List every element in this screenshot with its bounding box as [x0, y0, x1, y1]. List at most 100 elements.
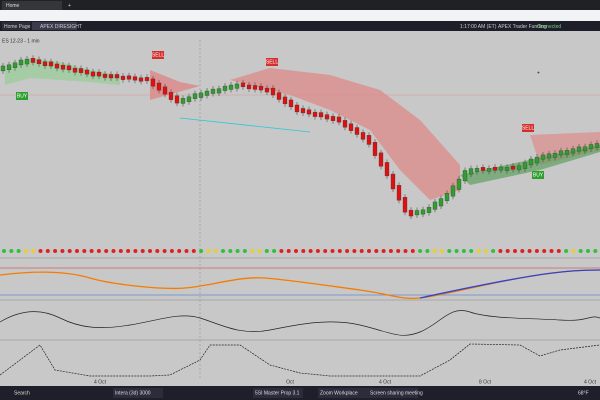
candle — [150, 78, 156, 87]
candle — [588, 144, 594, 149]
signal-dot — [16, 249, 21, 253]
signal-dot — [359, 249, 364, 253]
signal-dot — [593, 249, 598, 253]
app-toolbar — [0, 21, 600, 31]
candle — [120, 75, 126, 80]
candle — [264, 87, 270, 93]
time-axis: 4 Oct Oct 4 Oct 8 Oct 4 Oct — [94, 379, 597, 385]
signal-dot — [520, 249, 525, 253]
signal-dot — [257, 249, 262, 253]
signal-dot — [337, 249, 342, 253]
candle — [510, 165, 516, 170]
candle — [24, 58, 30, 65]
candle — [216, 88, 222, 94]
signal-dot — [308, 249, 313, 253]
toolbar-tab[interactable] — [2, 22, 30, 30]
candle — [384, 162, 390, 177]
signal-dot — [330, 249, 335, 253]
candle — [456, 178, 462, 190]
signal-dot — [206, 249, 211, 253]
candle — [192, 93, 198, 99]
candle — [336, 116, 342, 123]
address-bar[interactable] — [0, 10, 600, 21]
oscillator-line — [0, 269, 600, 300]
candle — [54, 63, 60, 69]
signal-dot — [483, 249, 488, 253]
signal-dot — [410, 249, 415, 253]
candle — [534, 156, 540, 164]
signal-dot — [564, 249, 569, 253]
signal-dot — [75, 249, 79, 253]
candle — [462, 170, 468, 182]
candle — [558, 150, 564, 156]
tab[interactable] — [2, 1, 62, 10]
candle — [246, 84, 252, 90]
signal-dot — [89, 249, 94, 253]
candle — [564, 150, 570, 155]
weather: 68°F — [578, 390, 589, 396]
toolbar-tab[interactable] — [32, 22, 77, 30]
tab-label: Home — [6, 3, 20, 9]
time-label: 4 Oct — [584, 379, 597, 385]
signal-dot — [432, 249, 437, 253]
candle — [420, 209, 426, 215]
signal-label: SELL — [266, 59, 278, 65]
momentum-pane — [0, 299, 600, 336]
taskbar-item[interactable] — [368, 388, 418, 398]
candle — [528, 158, 534, 166]
candle — [366, 135, 372, 145]
signal-dot — [199, 249, 204, 253]
candle — [210, 88, 216, 94]
signal-dot — [352, 249, 357, 253]
signal-label: BUY — [17, 93, 28, 99]
signal-dot — [491, 249, 496, 253]
candle — [546, 153, 552, 159]
signal-dot — [177, 249, 182, 253]
candle — [480, 167, 486, 171]
candle — [426, 207, 432, 213]
signal-dot — [294, 249, 298, 253]
signal-dot — [418, 249, 423, 253]
signal-badge — [16, 92, 28, 100]
signal-dot — [388, 249, 393, 253]
candle — [60, 64, 66, 70]
candle — [114, 74, 120, 79]
signal-badge — [266, 58, 278, 66]
signal-dot — [184, 249, 189, 253]
signal-label: SELL — [522, 125, 534, 131]
candle — [204, 90, 210, 96]
candle — [6, 64, 12, 70]
candle — [504, 167, 510, 171]
signal-dots — [2, 249, 598, 253]
new-tab[interactable]: + — [68, 3, 71, 9]
candle — [450, 185, 456, 197]
signal-dot — [403, 249, 408, 253]
candle — [156, 82, 162, 91]
signal-label: SELL — [152, 52, 164, 58]
candle — [492, 166, 498, 171]
candle — [324, 114, 330, 120]
candle — [306, 109, 312, 115]
candle — [66, 65, 72, 71]
signal-dot — [242, 249, 247, 253]
signal-dot — [469, 249, 474, 253]
signal-dot — [498, 249, 503, 253]
signal-dot — [571, 249, 576, 253]
signal-dot — [454, 249, 459, 253]
clock: 1:17:00 AM (ET) — [460, 24, 497, 30]
taskbar-item[interactable] — [318, 388, 368, 398]
candle — [552, 152, 558, 158]
taskbar-search[interactable]: Search — [14, 390, 30, 396]
signal-dot — [23, 249, 28, 253]
red-cloud — [230, 68, 460, 200]
signal-dot — [235, 249, 240, 253]
candle — [378, 152, 384, 167]
candle — [486, 168, 492, 172]
candle — [144, 77, 150, 82]
taskbar-item[interactable] — [253, 388, 303, 398]
candle — [12, 62, 18, 68]
taskbar-item[interactable] — [113, 388, 163, 398]
candle — [138, 77, 144, 82]
signal-dot — [345, 249, 350, 253]
time-label: 4 Oct — [94, 379, 107, 385]
